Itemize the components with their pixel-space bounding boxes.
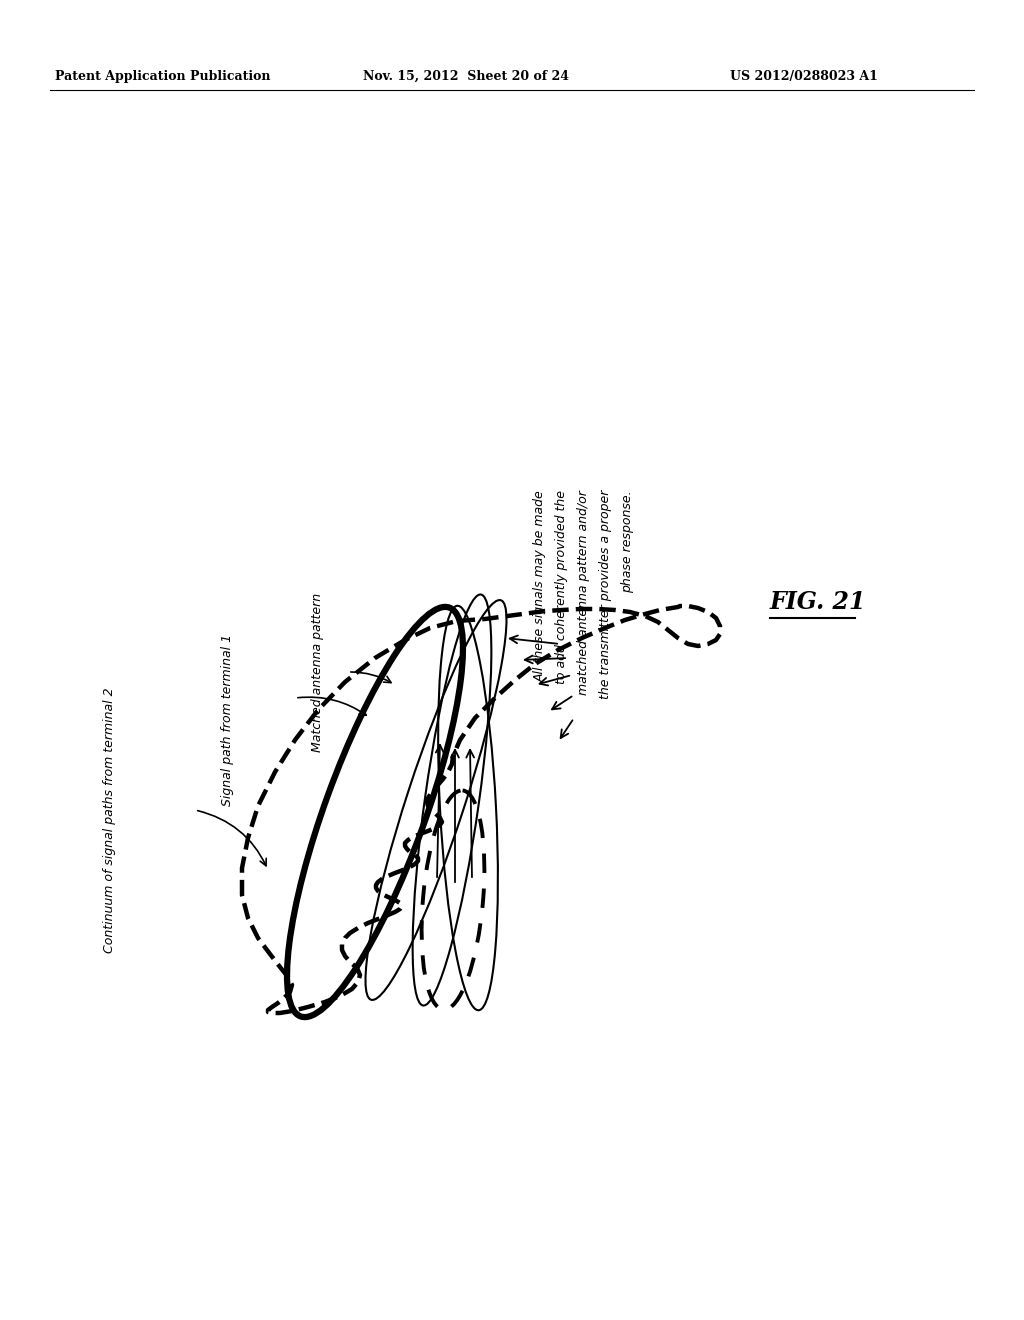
Text: All these signals may be made: All these signals may be made (534, 490, 547, 681)
Text: to add coherently provided the: to add coherently provided the (555, 490, 568, 684)
Text: Matched antenna pattern: Matched antenna pattern (311, 593, 325, 751)
Text: Continuum of signal paths from terminal 2: Continuum of signal paths from terminal … (103, 688, 117, 953)
Text: Patent Application Publication: Patent Application Publication (55, 70, 270, 83)
Text: Nov. 15, 2012  Sheet 20 of 24: Nov. 15, 2012 Sheet 20 of 24 (362, 70, 569, 83)
Text: FIG. 21: FIG. 21 (770, 590, 866, 614)
Text: US 2012/0288023 A1: US 2012/0288023 A1 (730, 70, 878, 83)
Text: the transmitter provides a proper: the transmitter provides a proper (599, 490, 612, 700)
Text: phase response.: phase response. (622, 490, 635, 593)
Text: Signal path from terminal 1: Signal path from terminal 1 (221, 634, 234, 807)
Text: matched antenna pattern and/or: matched antenna pattern and/or (578, 490, 591, 694)
